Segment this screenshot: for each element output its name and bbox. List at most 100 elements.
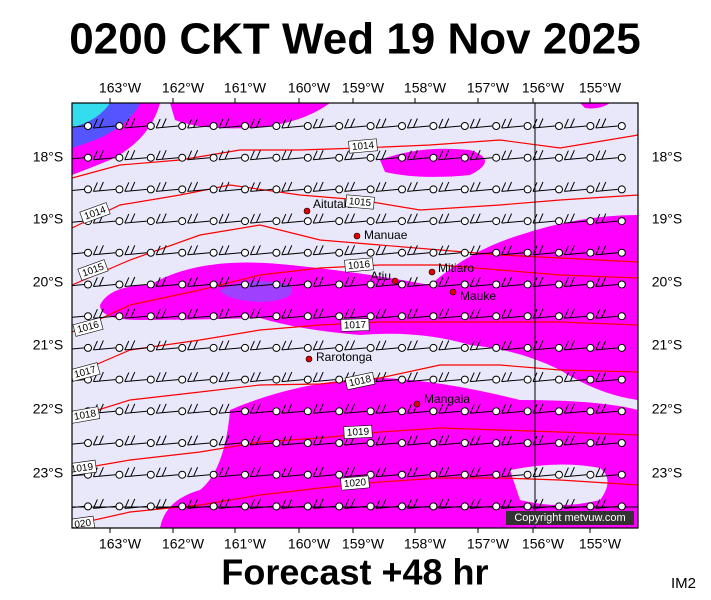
barb-feather — [475, 498, 481, 509]
barb-feather — [218, 213, 224, 224]
wind-barb — [595, 435, 626, 447]
barb-shaft — [156, 284, 179, 287]
barb-shaft — [72, 474, 85, 477]
wind-barb — [532, 181, 563, 194]
barb-feather — [438, 499, 444, 509]
barb-shaft — [250, 220, 273, 224]
station — [555, 153, 563, 162]
barb-shaft — [470, 125, 493, 129]
wind-barb — [281, 149, 312, 162]
barb-feather — [538, 213, 544, 223]
wind-barb — [469, 245, 501, 257]
barb-shaft — [93, 474, 116, 478]
isobar-label-box — [72, 317, 104, 337]
wind-barb — [155, 149, 187, 162]
barb-feather — [475, 213, 481, 223]
barb-feather — [507, 245, 513, 255]
wind-barb — [375, 371, 406, 384]
latitude-label: 19°S — [652, 211, 683, 227]
barb-feather — [501, 213, 507, 224]
isobar-label-text: 1014 — [351, 140, 375, 153]
barb-feather — [130, 308, 136, 318]
wind-barb — [469, 498, 501, 511]
longitude-label: 161°W — [224, 80, 267, 96]
station — [146, 312, 155, 321]
station — [555, 280, 563, 289]
barb-feather — [187, 277, 193, 287]
barb-shaft — [218, 410, 242, 414]
barb-shaft — [156, 505, 179, 509]
barb-feather — [124, 308, 130, 319]
barb-feather — [350, 276, 356, 287]
barb-feather — [124, 182, 130, 192]
barb-shaft — [407, 347, 430, 351]
barb-feather — [532, 372, 538, 382]
station — [146, 248, 155, 257]
station — [366, 280, 375, 289]
barb-feather — [375, 372, 381, 382]
barb-shaft — [187, 315, 210, 319]
barb-shaft — [281, 125, 304, 129]
barb-shaft — [72, 347, 85, 350]
barb-shaft — [313, 442, 336, 446]
barb-feather — [187, 150, 193, 160]
barb-feather — [601, 308, 607, 318]
barb-feather — [312, 245, 318, 256]
barb-feather — [507, 118, 513, 128]
wind-barb — [469, 181, 501, 194]
barb-feather — [475, 403, 481, 414]
barb-feather — [438, 245, 444, 256]
wind-barb — [124, 498, 155, 511]
barb-feather — [255, 498, 261, 509]
barb-feather — [224, 371, 230, 382]
barb-feather — [375, 245, 381, 256]
barb-feather — [312, 308, 318, 319]
wind-barb — [406, 213, 438, 226]
station — [398, 217, 406, 226]
wind-barb — [344, 403, 375, 416]
station — [460, 407, 469, 416]
barb-feather — [193, 308, 199, 318]
wind-barb — [124, 435, 155, 447]
barb-feather — [218, 467, 224, 477]
station — [241, 375, 249, 384]
station — [209, 217, 218, 226]
wind-barb — [563, 149, 595, 162]
station — [335, 185, 344, 194]
wind-barb — [406, 308, 438, 321]
barb-feather — [595, 182, 601, 192]
barb-feather — [98, 181, 104, 192]
wind-barb — [124, 149, 155, 162]
station — [241, 280, 249, 289]
station — [617, 470, 626, 479]
barb-shaft — [124, 474, 147, 478]
station — [335, 280, 344, 289]
station — [241, 407, 249, 416]
wind-barb — [312, 276, 344, 289]
barb-shaft — [344, 315, 367, 319]
barb-feather — [601, 435, 607, 445]
barb-feather — [98, 466, 104, 477]
barb-shaft — [564, 474, 587, 478]
station — [272, 343, 281, 352]
barb-shaft — [187, 410, 210, 414]
station — [241, 312, 249, 321]
wind-barb — [501, 403, 532, 416]
latitude-label: 21°S — [33, 337, 64, 353]
wind-barb — [438, 181, 469, 194]
barb-feather — [249, 150, 255, 160]
barb-shaft — [595, 157, 618, 161]
barb-feather — [507, 181, 513, 192]
station — [146, 122, 155, 130]
barb-feather — [406, 404, 412, 414]
station — [146, 217, 155, 226]
axes: 163°W 163°W 162°W 162°W 161°W 161°W 160°W 160°W… — [33, 80, 683, 552]
barb-shaft — [438, 379, 461, 383]
station — [241, 343, 249, 352]
barb-shaft — [375, 347, 399, 351]
barb-feather — [601, 149, 607, 160]
station — [555, 470, 563, 479]
station — [335, 375, 344, 384]
wind-barb — [532, 371, 563, 384]
station — [586, 312, 595, 321]
